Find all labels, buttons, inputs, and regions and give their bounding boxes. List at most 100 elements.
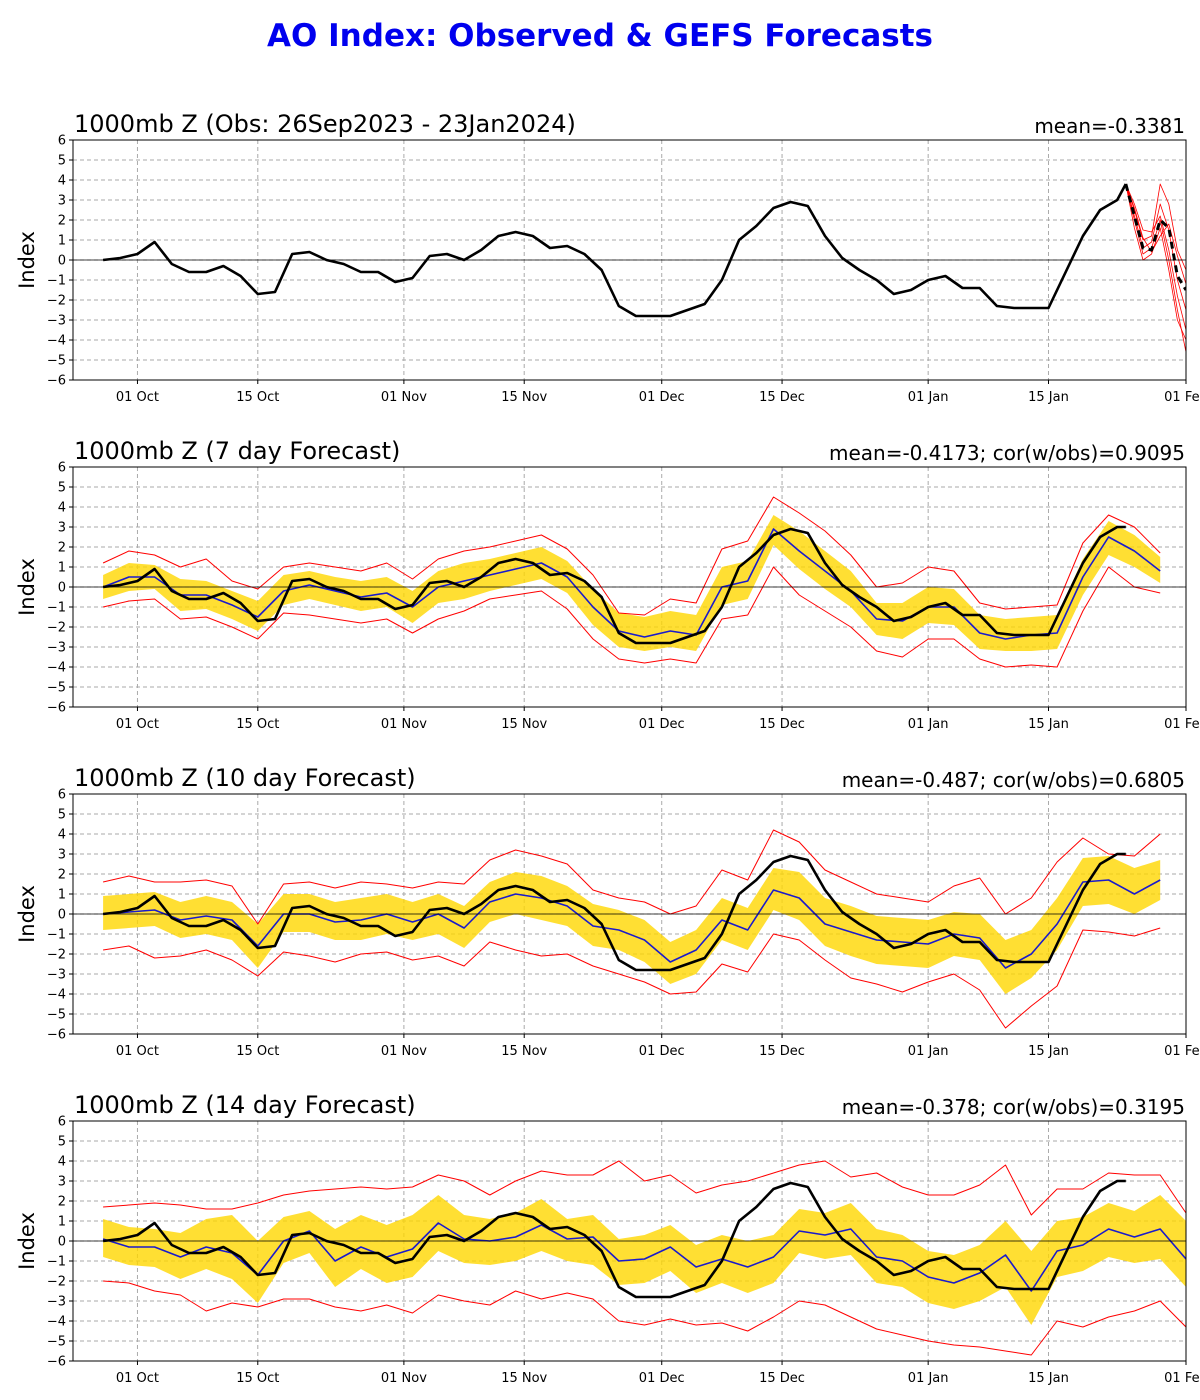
xtick-label: 01 Dec — [639, 1371, 685, 1386]
ytick-label: −5 — [47, 681, 66, 696]
ytick-label: 0 — [58, 908, 66, 923]
xtick-label: 01 Dec — [639, 717, 685, 732]
xtick-label: 01 Feb — [1164, 1371, 1200, 1386]
ytick-label: 1 — [58, 1215, 66, 1230]
xtick-label: 01 Oct — [116, 1371, 159, 1386]
xtick-label: 01 Nov — [381, 390, 427, 405]
ytick-label: −4 — [47, 1315, 66, 1330]
extreme-lower-line — [103, 1280, 1186, 1356]
forecast-mean-dashed-line — [1124, 183, 1186, 291]
panel-title: 1000mb Z (Obs: 26Sep2023 - 23Jan2024) — [74, 110, 576, 138]
ytick-label: 3 — [58, 194, 66, 209]
xtick-label: 15 Dec — [759, 390, 805, 405]
panel-2: 1000mb Z (7 day Forecast) mean=-0.4173; c… — [15, 437, 1200, 732]
ytick-label: −3 — [47, 314, 66, 329]
ytick-label: −1 — [47, 928, 66, 943]
xtick-label: 15 Nov — [501, 717, 547, 732]
ytick-label: −6 — [47, 701, 66, 716]
panel-3: 1000mb Z (10 day Forecast) mean=-0.487; c… — [15, 764, 1200, 1059]
ytick-label: −6 — [47, 1355, 66, 1370]
spread-band — [103, 856, 1161, 994]
ytick-label: 1 — [58, 234, 66, 249]
plot-area — [102, 1160, 1186, 1356]
ytick-label: −4 — [47, 661, 66, 676]
xtick-label: 15 Oct — [236, 1044, 279, 1059]
ytick-label: −1 — [47, 1255, 66, 1270]
xtick-label: 15 Oct — [236, 1371, 279, 1386]
ytick-label: 4 — [58, 828, 66, 843]
observed-line — [102, 183, 1127, 318]
extreme-upper-line — [102, 829, 1161, 925]
ensemble-mean-line — [103, 879, 1161, 969]
xtick-label: 15 Dec — [759, 717, 805, 732]
ytick-label: −2 — [47, 1275, 66, 1290]
extreme-lower-line — [103, 927, 1161, 1029]
panel-title: 1000mb Z (7 day Forecast) — [74, 437, 400, 465]
panel-stat: mean=-0.3381 — [1034, 114, 1185, 138]
ensemble-member-line — [1125, 183, 1186, 341]
xtick-label: 01 Feb — [1164, 717, 1200, 732]
xtick-label: 15 Nov — [501, 1044, 547, 1059]
xtick-label: 15 Jan — [1028, 1044, 1069, 1059]
ytick-label: −5 — [47, 354, 66, 369]
ensemble-member-line — [1125, 183, 1186, 271]
ytick-label: 1 — [58, 888, 66, 903]
xtick-label: 01 Nov — [381, 1371, 427, 1386]
ytick-label: 0 — [58, 1235, 66, 1250]
ytick-label: 3 — [58, 1175, 66, 1190]
xtick-label: 15 Dec — [759, 1371, 805, 1386]
xtick-label: 01 Nov — [381, 1044, 427, 1059]
extreme-upper-line — [103, 1160, 1186, 1216]
ytick-label: −4 — [47, 334, 66, 349]
ytick-label: 2 — [58, 1195, 66, 1210]
panel-1: 1000mb Z (Obs: 26Sep2023 - 23Jan2024) mea… — [15, 110, 1200, 405]
xtick-label: 01 Oct — [116, 717, 159, 732]
xtick-label: 01 Feb — [1164, 390, 1200, 405]
ylabel: Index — [15, 1212, 39, 1270]
ytick-label: 1 — [58, 561, 66, 576]
ytick-label: −2 — [47, 621, 66, 636]
plot-area — [102, 183, 1186, 353]
xtick-label: 01 Jan — [908, 717, 949, 732]
extreme-lower-line — [102, 566, 1161, 668]
ytick-label: 4 — [58, 174, 66, 189]
xtick-label: 01 Jan — [908, 1371, 949, 1386]
ytick-label: 3 — [58, 848, 66, 863]
ytick-label: 5 — [58, 481, 66, 496]
xtick-label: 01 Oct — [116, 1044, 159, 1059]
ensemble-mean-line — [102, 528, 1161, 640]
observed-line — [102, 1179, 1126, 1299]
ytick-label: 6 — [58, 134, 66, 149]
ensemble-member-line — [1125, 183, 1186, 285]
xtick-label: 15 Jan — [1028, 390, 1069, 405]
observed-line — [102, 525, 1126, 645]
ytick-label: −1 — [47, 601, 66, 616]
ytick-label: 3 — [58, 521, 66, 536]
ytick-label: 5 — [58, 808, 66, 823]
ytick-label: −5 — [47, 1335, 66, 1350]
ytick-label: 5 — [58, 1135, 66, 1150]
xtick-label: 15 Jan — [1028, 717, 1069, 732]
ytick-label: 6 — [58, 788, 66, 803]
xtick-label: 01 Jan — [908, 1044, 949, 1059]
ytick-label: 4 — [58, 1155, 66, 1170]
ytick-label: 2 — [58, 541, 66, 556]
panel-stat: mean=-0.4173; cor(w/obs)=0.9095 — [829, 441, 1185, 465]
ytick-label: −6 — [47, 1028, 66, 1043]
ytick-label: −4 — [47, 988, 66, 1003]
xtick-label: 15 Oct — [236, 717, 279, 732]
xtick-label: 15 Nov — [501, 390, 547, 405]
ytick-label: −2 — [47, 294, 66, 309]
ytick-label: 2 — [58, 214, 66, 229]
spread-band — [103, 515, 1161, 651]
spread-band — [103, 1195, 1186, 1325]
ytick-label: −5 — [47, 1008, 66, 1023]
panel-stat: mean=-0.487; cor(w/obs)=0.6805 — [842, 768, 1185, 792]
xtick-label: 01 Jan — [908, 390, 949, 405]
xtick-label: 15 Jan — [1028, 1371, 1069, 1386]
extreme-upper-line — [102, 496, 1161, 616]
xtick-label: 01 Feb — [1164, 1044, 1200, 1059]
xtick-label: 15 Dec — [759, 1044, 805, 1059]
panel-title: 1000mb Z (10 day Forecast) — [74, 764, 416, 792]
